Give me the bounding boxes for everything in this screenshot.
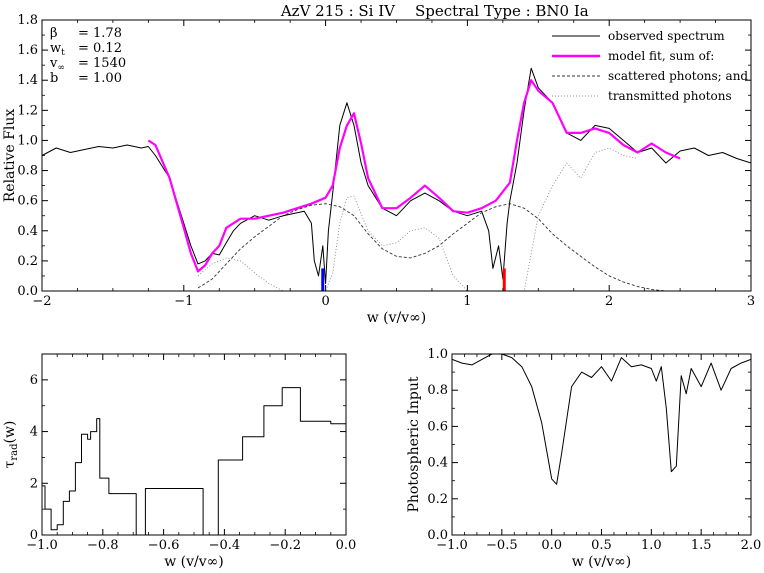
legend-label: model fit, sum of:	[608, 49, 714, 63]
param-symbol: v∞	[49, 56, 65, 73]
x-tick-label: −0.2	[269, 538, 301, 553]
y-tick-label: 6	[30, 373, 38, 388]
x-axis-label: w (v/v∞)	[164, 554, 224, 570]
series-line-1	[147, 79, 681, 273]
y-tick-label: 0.2	[17, 254, 38, 269]
series-group	[42, 387, 346, 535]
y-label-tail: (w)	[2, 421, 18, 444]
top-spectrum-panel: −2 −1 0 1 2 3 0.0 0.2 0.4 0.6 0.8 1.0 1.2 1.4 1.6 1.8 w …	[2, 13, 755, 326]
legend-label: observed spectrum	[608, 29, 725, 43]
legend-label: transmitted photons	[608, 89, 732, 103]
x-tick-label: 0	[321, 294, 329, 309]
y-tick-label: 1.2	[17, 103, 38, 118]
param-value: = 1.78	[78, 26, 122, 41]
param-name: w	[50, 41, 61, 56]
y-tick-label: 4	[30, 425, 38, 440]
legend-label: scattered photons; and	[608, 69, 748, 83]
param-value: = 0.12	[78, 41, 122, 56]
series-line-0	[452, 354, 751, 485]
param-symbol: b	[50, 71, 58, 86]
tau-rad-panel: −1.0 −0.8 −0.6 −0.4 −0.2 0.0 0 2 4 6 w (v/v∞) τrad(…	[2, 353, 357, 570]
x-tick-label: −1.0	[26, 538, 58, 553]
y-label-sub: rad	[9, 443, 20, 461]
x-tick-label: 1.5	[691, 538, 712, 553]
series-group	[42, 67, 751, 291]
x-tick-label: 0.0	[541, 538, 562, 553]
y-tick-label: 0.6	[427, 419, 448, 434]
x-tick-label: 0.5	[591, 538, 612, 553]
param-name: b	[50, 71, 58, 86]
x-tick-label: 0.0	[336, 538, 357, 553]
y-tick-label: 1.4	[17, 73, 38, 88]
series-group	[452, 354, 751, 485]
x-tick-label: −0.6	[148, 538, 180, 553]
y-tick-label: 0.0	[427, 528, 448, 543]
param-subscript: t	[61, 48, 65, 58]
y-tick-label: 0.4	[17, 224, 38, 239]
y-tick-label: 1.8	[17, 13, 38, 28]
x-tick-label: −0.5	[486, 538, 518, 553]
y-tick-label: 0.4	[427, 456, 448, 471]
param-subscript: ∞	[57, 63, 65, 73]
y-axis-label: Photospheric Input	[406, 376, 422, 512]
x-axis-label: w (v/v∞)	[367, 310, 427, 326]
axes-frame	[41, 353, 347, 536]
y-label-main: τ	[2, 460, 18, 468]
figure-title-left: AzV 215 : Si IV	[280, 2, 396, 20]
x-tick-label: −1.0	[436, 538, 468, 553]
x-tick-label: −1	[174, 294, 193, 309]
param-symbol: β	[50, 26, 58, 41]
param-value: = 1.00	[78, 71, 122, 86]
param-name: v	[49, 56, 58, 71]
series-line-0	[42, 67, 751, 284]
y-tick-label: 0	[30, 528, 38, 543]
y-tick-label: 2	[30, 476, 38, 491]
y-tick-label: 0.0	[17, 284, 38, 299]
y-tick-label: 0.8	[17, 164, 38, 179]
x-tick-label: −2	[32, 294, 51, 309]
photospheric-input-panel: −1.0 −0.5 0.0 0.5 1.0 1.5 2.0 0.0 0.2 0.4 0.6 0.8 1.…	[406, 347, 761, 570]
y-tick-label: 1.0	[17, 133, 38, 148]
y-axis-label: τrad(w)	[2, 421, 20, 469]
y-tick-label: 0.6	[17, 194, 38, 209]
param-symbol: wt	[50, 41, 65, 58]
x-tick-label: 1	[463, 294, 471, 309]
x-tick-label: 1.0	[641, 538, 662, 553]
param-value: = 1540	[78, 56, 126, 71]
axes-frame	[451, 353, 752, 536]
param-name: β	[50, 26, 58, 41]
x-tick-label: −0.8	[87, 538, 119, 553]
x-tick-label: 2.0	[741, 538, 762, 553]
y-tick-label: 0.2	[427, 492, 448, 507]
y-tick-label: 1.0	[427, 347, 448, 362]
figure-title-right: Spectral Type : BN0 Ia	[415, 2, 589, 20]
series-line-0	[42, 387, 346, 535]
x-tick-label: 2	[605, 294, 613, 309]
y-axis-label: Relative Flux	[2, 109, 18, 203]
y-tick-label: 0.8	[427, 383, 448, 398]
series-line-3	[197, 147, 638, 291]
x-tick-label: −0.4	[209, 538, 241, 553]
x-tick-label: 3	[747, 294, 755, 309]
y-tick-label: 1.6	[17, 43, 38, 58]
series-line-2	[197, 203, 681, 291]
x-axis-label: w (v/v∞)	[572, 554, 632, 570]
